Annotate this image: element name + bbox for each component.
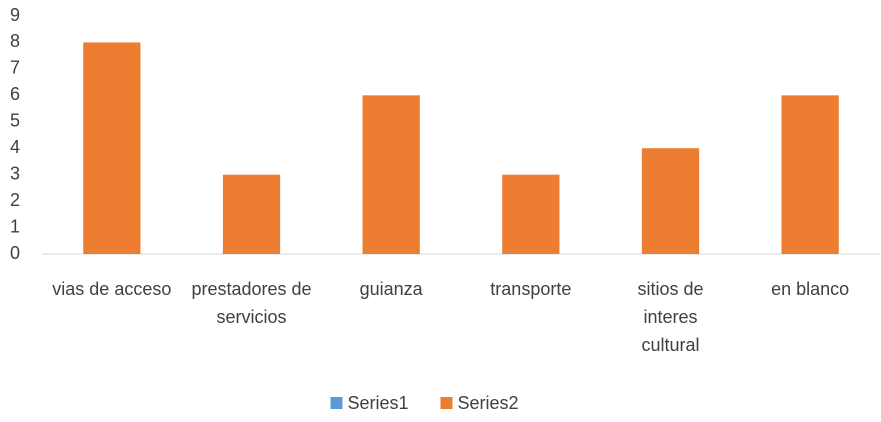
y-tick-label: 6 bbox=[10, 84, 20, 104]
y-tick-label: 1 bbox=[10, 216, 20, 236]
legend-swatch bbox=[330, 397, 343, 409]
x-tick-label: sitios de interes cultural bbox=[637, 279, 703, 355]
y-tick-label: 9 bbox=[10, 5, 20, 25]
y-tick-label: 3 bbox=[10, 163, 20, 183]
x-tick-label: guianza bbox=[360, 279, 424, 299]
bar bbox=[781, 95, 839, 254]
y-tick-label: 0 bbox=[10, 243, 20, 263]
y-tick-label: 8 bbox=[10, 31, 20, 51]
x-tick-label: prestadores de servicios bbox=[191, 279, 311, 327]
x-tick-label: transporte bbox=[490, 279, 571, 299]
bar bbox=[641, 148, 700, 254]
legend-swatch bbox=[440, 397, 453, 409]
legend-label: Series2 bbox=[458, 393, 519, 413]
legend-label: Series1 bbox=[348, 393, 409, 413]
y-tick-label: 5 bbox=[10, 111, 20, 131]
bar bbox=[502, 174, 560, 254]
y-tick-label: 4 bbox=[10, 137, 20, 157]
bar bbox=[222, 174, 281, 254]
bar bbox=[362, 95, 420, 254]
bar bbox=[83, 42, 141, 254]
x-tick-label: en blanco bbox=[771, 279, 849, 299]
y-tick-label: 7 bbox=[10, 58, 20, 78]
x-tick-label: vias de acceso bbox=[52, 279, 171, 299]
y-tick-label: 2 bbox=[10, 190, 20, 210]
